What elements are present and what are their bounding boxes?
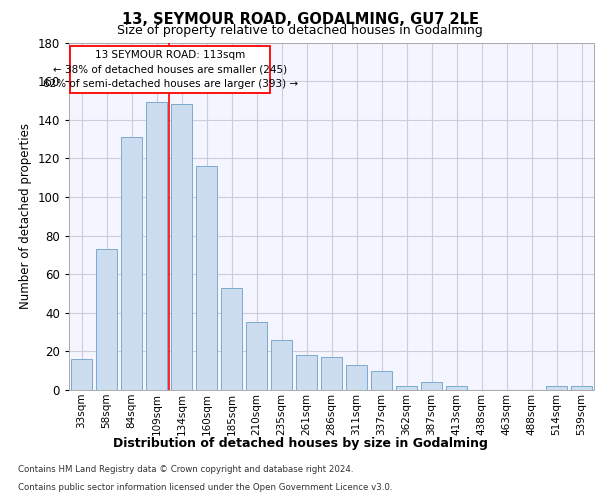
Bar <box>121 137 142 390</box>
Text: Contains HM Land Registry data © Crown copyright and database right 2024.: Contains HM Land Registry data © Crown c… <box>18 465 353 474</box>
Bar <box>71 359 92 390</box>
Bar <box>346 365 367 390</box>
Bar <box>321 357 342 390</box>
Bar <box>246 322 267 390</box>
Bar <box>271 340 292 390</box>
Bar <box>196 166 217 390</box>
Y-axis label: Number of detached properties: Number of detached properties <box>19 123 32 309</box>
Bar <box>221 288 242 390</box>
Bar <box>70 46 270 92</box>
Text: Contains public sector information licensed under the Open Government Licence v3: Contains public sector information licen… <box>18 484 392 492</box>
Text: Distribution of detached houses by size in Godalming: Distribution of detached houses by size … <box>113 438 487 450</box>
Bar <box>546 386 567 390</box>
Text: ← 38% of detached houses are smaller (245): ← 38% of detached houses are smaller (24… <box>53 64 287 74</box>
Text: 13, SEYMOUR ROAD, GODALMING, GU7 2LE: 13, SEYMOUR ROAD, GODALMING, GU7 2LE <box>121 12 479 28</box>
Bar <box>296 355 317 390</box>
Text: 13 SEYMOUR ROAD: 113sqm: 13 SEYMOUR ROAD: 113sqm <box>95 50 245 60</box>
Text: 62% of semi-detached houses are larger (393) →: 62% of semi-detached houses are larger (… <box>43 79 298 89</box>
Bar <box>571 386 592 390</box>
Bar <box>371 370 392 390</box>
Bar <box>446 386 467 390</box>
Bar <box>171 104 192 390</box>
Bar <box>396 386 417 390</box>
Bar <box>146 102 167 390</box>
Bar <box>96 249 117 390</box>
Bar <box>421 382 442 390</box>
Text: Size of property relative to detached houses in Godalming: Size of property relative to detached ho… <box>117 24 483 37</box>
